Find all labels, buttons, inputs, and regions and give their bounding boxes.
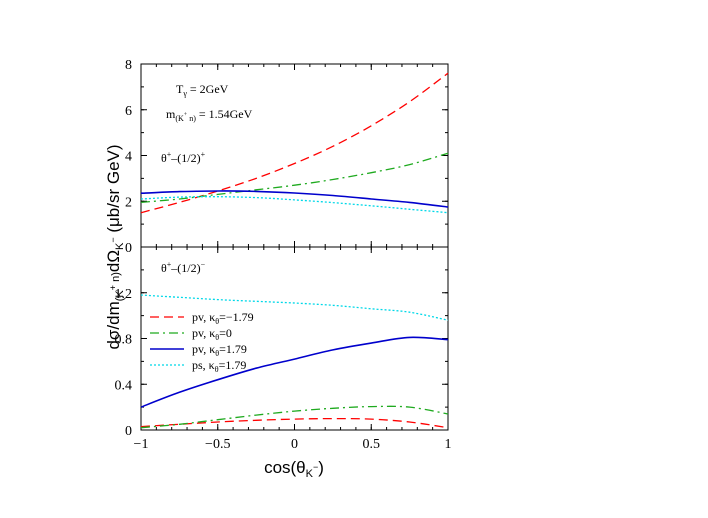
series-line-pv_0 — [140, 405, 449, 429]
y-tick-label: 4 — [125, 150, 132, 165]
series-line-ps_p179 — [140, 294, 449, 321]
y-tick-label: 6 — [125, 104, 132, 119]
y-tick-label: 0.8 — [115, 333, 133, 348]
legend-label-ps_p179: ps, κθ=1.79 — [192, 358, 246, 374]
mass-annotation: m(K+ n) = 1.54GeV — [166, 107, 253, 123]
y-tick-label: 8 — [125, 58, 132, 73]
series-line-pv_0 — [140, 152, 449, 204]
y-tick-label: 2 — [125, 195, 132, 210]
legend-label-pv_m179: pv, κθ=−1.79 — [192, 310, 254, 326]
x-axis-label: cos(θK−) — [264, 458, 324, 480]
series-line-ps_p179 — [140, 196, 449, 214]
series-line-pv_p179 — [140, 336, 449, 408]
y-tick-label: 0 — [125, 241, 132, 256]
x-tick-label: 1 — [445, 437, 452, 452]
series-line-pv_p179 — [140, 190, 449, 208]
x-axis-ticks: −1 −0.5 0 0.5 1 — [134, 437, 452, 452]
x-tick-label: 0.5 — [363, 437, 381, 452]
top-panel-ticks: 0 2 4 6 8 — [125, 58, 449, 256]
legend-label-pv_p179: pv, κθ=1.79 — [192, 342, 247, 358]
series-line-pv_m179 — [140, 72, 449, 214]
top-parity-annotation: θ+–(1/2)+ — [161, 150, 206, 165]
x-tick-label: −1 — [134, 437, 149, 452]
top-panel-series — [140, 72, 449, 214]
y-axis-label: dσ/dm(K+ n)dΩK− (μb/sr GeV) — [104, 144, 126, 349]
bottom-panel-ticks: 0 0.4 0.8 1.2 — [115, 246, 449, 439]
series-line-pv_m179 — [140, 417, 449, 429]
y-tick-label: 0.4 — [115, 378, 133, 393]
bottom-parity-annotation: θ+–(1/2)− — [161, 260, 206, 275]
x-tick-label: −0.5 — [205, 437, 230, 452]
energy-annotation: Tγ = 2GeV — [176, 82, 229, 98]
bottom-panel-series — [140, 294, 449, 429]
x-tick-label: 0 — [291, 437, 298, 452]
y-tick-label: 0 — [125, 424, 132, 439]
y-tick-label: 1.2 — [115, 287, 133, 302]
legend-label-pv_0: pv, κθ=0 — [192, 326, 232, 342]
